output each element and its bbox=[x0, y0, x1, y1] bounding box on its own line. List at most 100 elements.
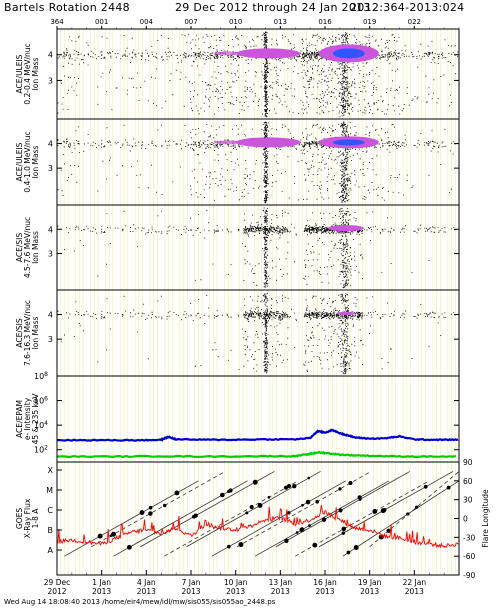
flare-marker bbox=[283, 485, 289, 490]
flare-marker bbox=[382, 508, 387, 512]
y2-tick-label: -60 bbox=[463, 552, 475, 561]
flare-marker bbox=[305, 499, 311, 505]
scatter-streak bbox=[263, 292, 351, 375]
y-axis-label: ACE/SIS 4.5-7.6 MeV/nuc Ion Mass bbox=[15, 217, 40, 278]
doy-tick-label: 016 bbox=[318, 18, 332, 26]
flare-marker bbox=[308, 524, 311, 527]
year-tick-label: 2013 bbox=[271, 587, 290, 596]
date-tick-label: 1 Jan bbox=[92, 578, 111, 587]
year-tick-label: 2013 bbox=[315, 587, 334, 596]
doy-tick-label: 364 bbox=[50, 18, 64, 26]
flare-track bbox=[295, 480, 430, 557]
y-label-line: ACE/SIS bbox=[15, 233, 24, 262]
density-core bbox=[214, 51, 243, 56]
y-tick-label: 106 bbox=[34, 396, 48, 406]
top-doy-axis: 364 001 004 007 010 013 016 019 022 bbox=[50, 18, 460, 30]
flare-marker bbox=[353, 545, 359, 550]
flare-marker bbox=[249, 504, 254, 510]
density-core bbox=[236, 137, 301, 148]
flare-marker bbox=[341, 526, 347, 532]
flare-marker bbox=[348, 480, 353, 486]
title-rotation: Bartels Rotation 2448 bbox=[4, 1, 130, 14]
y-tick-label: 4 bbox=[48, 140, 53, 149]
flare-track bbox=[186, 471, 321, 548]
y-label-line: X-Ray Flux bbox=[23, 498, 32, 538]
scatter-streak bbox=[262, 31, 351, 118]
flare-track bbox=[140, 471, 275, 548]
flare-marker bbox=[446, 485, 451, 490]
y-label-line: 0.2-0.4 MeV/nuc bbox=[23, 43, 32, 104]
y2-tick-label: 90 bbox=[463, 458, 473, 467]
year-tick-label: 2013 bbox=[92, 587, 111, 596]
y2-axis-label: Flare Longitude bbox=[481, 489, 490, 548]
doy-tick-label: 013 bbox=[274, 18, 287, 26]
flare-marker bbox=[286, 483, 292, 489]
flare-marker bbox=[191, 514, 196, 519]
y2-tick-label: 30 bbox=[463, 496, 473, 505]
date-tick-label: 4 Jan bbox=[137, 578, 156, 587]
flare-track bbox=[275, 471, 411, 548]
y-label-line: e- Intensity bbox=[23, 397, 32, 440]
flare-marker bbox=[126, 544, 132, 550]
flare-marker bbox=[139, 510, 145, 515]
flare-marker bbox=[162, 503, 167, 508]
panel-grid-6 bbox=[60, 462, 456, 575]
flare-track bbox=[369, 471, 460, 548]
flare-marker bbox=[307, 476, 311, 480]
y2-tick-label: -90 bbox=[463, 571, 475, 580]
flare-marker bbox=[228, 488, 233, 493]
scatter-streak bbox=[262, 121, 352, 204]
flare-marker bbox=[148, 511, 153, 516]
y-label-line: Ion Mass bbox=[31, 317, 40, 350]
flare-track bbox=[342, 480, 460, 557]
flare-track bbox=[164, 480, 299, 557]
date-tick-label: 10 Jan bbox=[224, 578, 248, 587]
flare-marker bbox=[321, 517, 327, 522]
y-label-line: Ion Mass bbox=[31, 146, 40, 179]
y-tick-label: X bbox=[48, 466, 54, 475]
doy-tick-label: 019 bbox=[363, 18, 376, 26]
date-tick-label: 22 Jan bbox=[403, 578, 427, 587]
y-axis-label: ACE/SIS 7.6-16.3 MeV/nuc Ion Mass bbox=[15, 300, 40, 366]
flare-track bbox=[113, 480, 248, 557]
y-tick-label: 104 bbox=[34, 420, 48, 430]
density-core bbox=[327, 225, 364, 232]
density-core bbox=[236, 48, 301, 59]
flare-marker bbox=[341, 531, 345, 535]
panel-grid-4 bbox=[60, 290, 456, 376]
date-tick-label: 13 Jan bbox=[269, 578, 293, 587]
panel-grid-5 bbox=[60, 376, 456, 462]
y-tick-label: 3 bbox=[48, 250, 53, 259]
scatter-panel-1: 4 3 ACE/ULEIS 0.2-0.4 MeV/nuc Ion Mass bbox=[15, 28, 460, 120]
y-label-line: 1-8 A bbox=[31, 508, 40, 529]
flare-marker bbox=[295, 531, 299, 534]
y-label-line: 7.6-16.3 MeV/nuc bbox=[23, 300, 32, 366]
flare-marker bbox=[346, 550, 351, 555]
scatter-points bbox=[57, 207, 456, 289]
scatter-streak bbox=[263, 207, 352, 289]
flare-marker bbox=[301, 503, 304, 507]
y-tick-label: 3 bbox=[48, 76, 53, 85]
y-label-line: Ion Mass bbox=[31, 231, 40, 264]
y-label-line: ACE/SIS bbox=[15, 318, 24, 347]
year-tick-label: 2013 bbox=[181, 587, 200, 596]
doy-tick-label: 007 bbox=[184, 18, 197, 26]
y-tick-label: B bbox=[48, 526, 54, 535]
scatter-points bbox=[57, 31, 459, 118]
y-label-line: 4.5-7.6 MeV/nuc bbox=[23, 217, 32, 278]
flare-marker bbox=[245, 511, 249, 515]
scatter-points bbox=[57, 121, 456, 204]
y-label-line: 45 & 235 keV bbox=[31, 393, 40, 445]
title-dates: 29 Dec 2012 through 24 Jan 2013 bbox=[175, 1, 371, 14]
scatter-dots bbox=[57, 34, 459, 115]
y-axis-label: ACE/ULEIS 0.4-1.0 MeV/nuc Ion Mass bbox=[15, 131, 40, 192]
flare-marker bbox=[292, 484, 297, 489]
flare-marker bbox=[226, 544, 231, 549]
flare-marker bbox=[358, 497, 362, 501]
y-label-line: ACE/ULEIS bbox=[15, 142, 24, 181]
year-tick-label: 2013 bbox=[226, 587, 245, 596]
flare-marker bbox=[284, 538, 289, 543]
density-core-inner bbox=[332, 48, 365, 59]
doy-tick-label: 001 bbox=[95, 18, 108, 26]
